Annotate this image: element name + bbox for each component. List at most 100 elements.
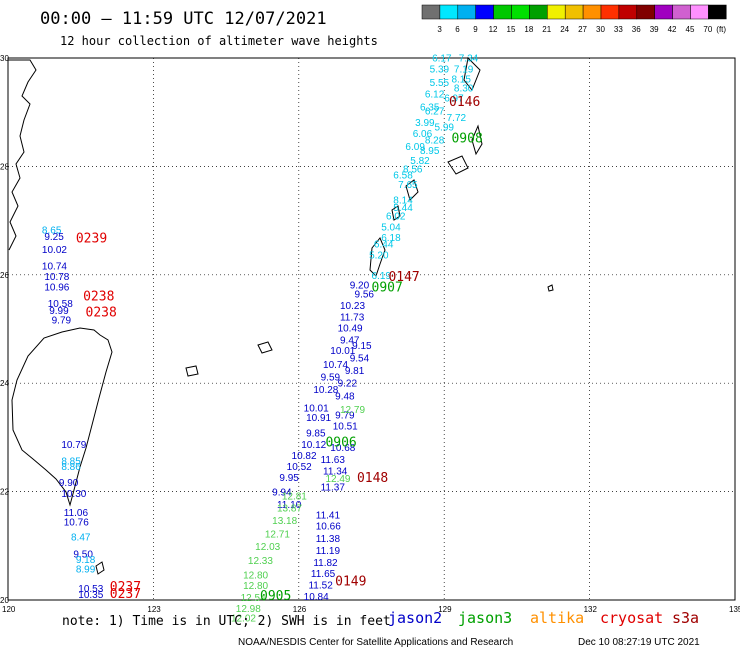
scale-tick-label: 3 [437, 25, 442, 34]
scale-tick-label: 30 [596, 25, 605, 34]
swh-value-label: 10.79 [61, 440, 86, 451]
swh-value-label: 8.65 [42, 226, 62, 237]
pass-time-label: 0237 [110, 587, 141, 602]
tanegashima-island [471, 124, 483, 156]
swh-value-label: 8.14 [393, 195, 413, 206]
china-coastline [8, 59, 37, 251]
satellite-name-jason3: jason3 [458, 609, 512, 627]
swh-value-label: 9.25 [44, 232, 64, 243]
swh-value-label: 9.48 [335, 391, 355, 402]
scale-swatch [547, 4, 566, 20]
swh-value-label: 13.87 [277, 504, 302, 515]
swh-value-label: 6.17 [432, 53, 452, 64]
footer-note: note: 1) Time is in UTC; 2) SWH is in fe… [62, 614, 391, 629]
lon-tick-label: 132 [584, 605, 598, 614]
swh-value-label: 6.12 [425, 90, 445, 101]
swh-value-label: 6.97 [444, 93, 464, 104]
figure-title: 00:00 – 11:59 UTC 12/07/2021 [40, 9, 327, 29]
swh-value-label: 9.22 [338, 378, 358, 389]
pass-time-label: 0237 [110, 580, 141, 595]
swh-value-label: 5.04 [381, 222, 401, 233]
okinawa-island [369, 237, 386, 277]
map-panel: 8.659.2510.0210.7410.7810.9610.589.999.7… [0, 53, 740, 624]
swh-value-label: 10.49 [338, 324, 363, 335]
swh-value-label: 10.51 [333, 421, 358, 432]
swh-value-label: 10.12 [301, 440, 326, 451]
swh-value-label: 12.81 [282, 492, 307, 503]
scale-swatch [564, 4, 584, 20]
graticule [7, 57, 736, 601]
scale-tick-label: 24 [560, 25, 569, 34]
scale-swatch [672, 4, 691, 20]
swh-value-label: 10.30 [61, 489, 86, 500]
swh-value-label: 9.47 [340, 336, 360, 347]
daito-island [547, 284, 554, 292]
scale-swatch [708, 4, 727, 20]
swh-value-label: 9.20 [350, 280, 370, 291]
swh-value-label: 3.99 [415, 118, 435, 129]
swh-value-label: 5.39 [430, 65, 450, 76]
swh-value-label: 8.99 [76, 564, 96, 575]
swh-value-label: 12.03 [255, 542, 280, 553]
satellite-name-jason2: jason2 [388, 609, 442, 627]
pass-time-label: 0147 [388, 270, 419, 285]
scale-tick-label: 21 [542, 25, 551, 34]
pass-time-label: 0239 [76, 231, 107, 246]
tokunoshima-island [391, 205, 401, 221]
satellite-name-altika: altika [530, 609, 584, 627]
swh-value-label: 9.54 [350, 354, 370, 365]
axis-tick-labels: 120 123 126 129 132 135 30 28 26 24 22 20 [0, 54, 740, 614]
swh-value-label: 6.27 [425, 106, 445, 117]
scale-tick-label: 45 [686, 25, 695, 34]
ishigaki-island [185, 365, 199, 377]
orchid-island [95, 561, 105, 575]
swh-value-label: 6.09 [405, 142, 425, 153]
scale-tick-label: 18 [524, 25, 533, 34]
swh-value-label: 10.35 [78, 590, 103, 601]
swh-value-label: 11.10 [277, 500, 302, 511]
swh-value-label: 5.44 [393, 203, 413, 214]
swh-value-label: 6.18 [381, 233, 401, 244]
lat-tick-label: 24 [0, 379, 9, 388]
yakushima-island [447, 155, 469, 175]
swh-value-label: 6.58 [393, 170, 413, 181]
scale-swatch [600, 4, 620, 20]
swh-value-label: 12.02 [231, 614, 256, 625]
swh-value-label: 10.82 [292, 451, 317, 462]
swh-value-label: 10.91 [306, 413, 331, 424]
swh-value-label: 11.82 [313, 558, 338, 569]
pass-time-label: 0238 [83, 289, 114, 304]
swh-value-label: 12.49 [325, 474, 350, 485]
swh-value-label: 10.23 [340, 301, 365, 312]
swh-value-label: 9.85 [306, 428, 326, 439]
scale-tick-label: 6 [455, 25, 460, 34]
swh-value-label: 6.19 [372, 271, 392, 282]
lat-tick-label: 22 [0, 488, 9, 497]
swh-value-label: 8.47 [71, 532, 91, 543]
swh-value-label: 10.68 [330, 443, 355, 454]
pass-time-label: 0906 [325, 436, 356, 451]
track-okinawa-cyan: 6.17 7.34 5.39 7.19 5.55 8.158.30 6.12 6.97 6.35… [369, 53, 479, 282]
swh-value-label: 7.34 [459, 53, 479, 64]
swh-value-label: 8.85 [61, 457, 81, 468]
swh-value-label: 10.01 [304, 403, 329, 414]
swh-value-label: 6.02 [386, 212, 406, 223]
scale-swatch [439, 4, 459, 20]
scale-swatch [457, 4, 476, 20]
swh-value-label: 10.52 [287, 462, 312, 473]
scale-tick-label: 70 [703, 25, 712, 34]
swh-value-label: 11.34 [323, 466, 348, 477]
scale-tick-label: 39 [650, 25, 659, 34]
swh-value-label: 11.73 [340, 312, 365, 323]
swh-value-label: 5.55 [430, 78, 450, 89]
scale-swatch [529, 4, 548, 20]
swh-value-label: 9.94 [272, 487, 292, 498]
swh-value-label: 9.79 [335, 410, 355, 421]
swh-value-label: 9.56 [355, 290, 375, 301]
swh-value-label: 9.50 [73, 550, 93, 561]
pass-time-label: 0907 [372, 281, 403, 296]
satellite-legend: jason2 jason3 altika cryosat s3a [388, 609, 699, 627]
